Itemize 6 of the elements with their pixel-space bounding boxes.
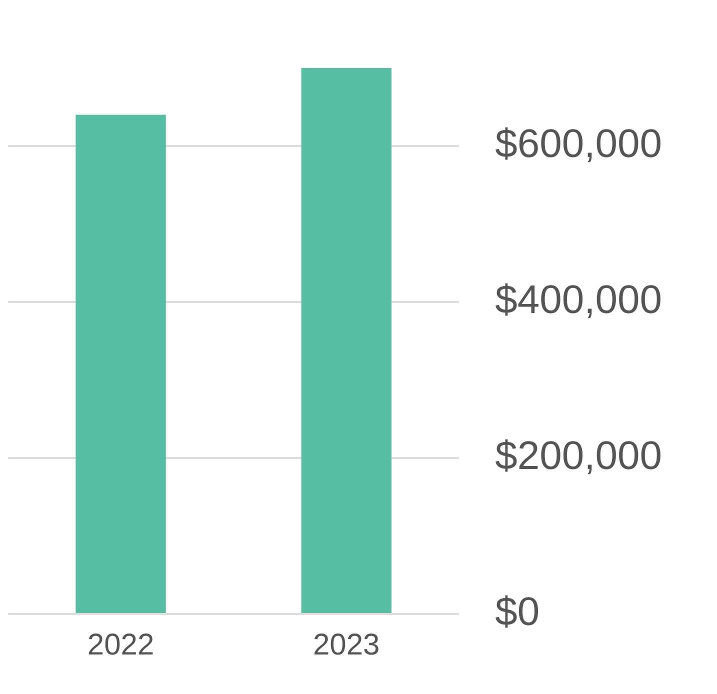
y-tick-label: $0 — [495, 590, 540, 634]
x-tick-label: 2022 — [87, 628, 154, 662]
y-tick-label: $600,000 — [495, 122, 662, 166]
x-tick-label: 2023 — [313, 628, 380, 662]
y-tick-label: $200,000 — [495, 434, 662, 478]
y-tick-label: $400,000 — [495, 278, 662, 322]
